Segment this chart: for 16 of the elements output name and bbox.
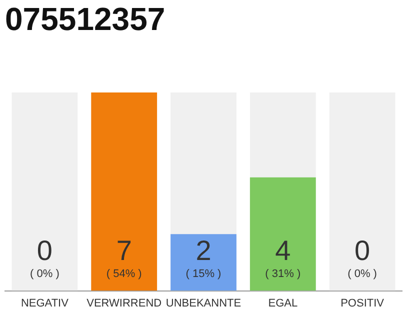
chart-title: 075512357 <box>5 1 166 38</box>
annotation: ( 54% ) <box>106 268 142 280</box>
annotation: ( 0% ) <box>348 268 377 280</box>
x-tick-label: POSITIV <box>340 297 385 310</box>
x-tick-label: NEGATIV <box>20 297 70 310</box>
data-label: 7 <box>116 234 132 266</box>
annotation: ( 15% ) <box>186 268 222 280</box>
x-tick-label: VERWIRREND <box>86 297 162 310</box>
annotation: ( 31% ) <box>265 268 301 280</box>
data-label: 2 <box>196 234 212 266</box>
data-label: 0 <box>36 234 52 266</box>
data-label: 0 <box>354 234 370 266</box>
data-label: 4 <box>275 234 291 266</box>
x-tick-label: EGAL <box>268 297 298 310</box>
x-tick-label: UNBEKANNTE <box>166 297 242 310</box>
annotation: ( 0% ) <box>30 268 60 280</box>
